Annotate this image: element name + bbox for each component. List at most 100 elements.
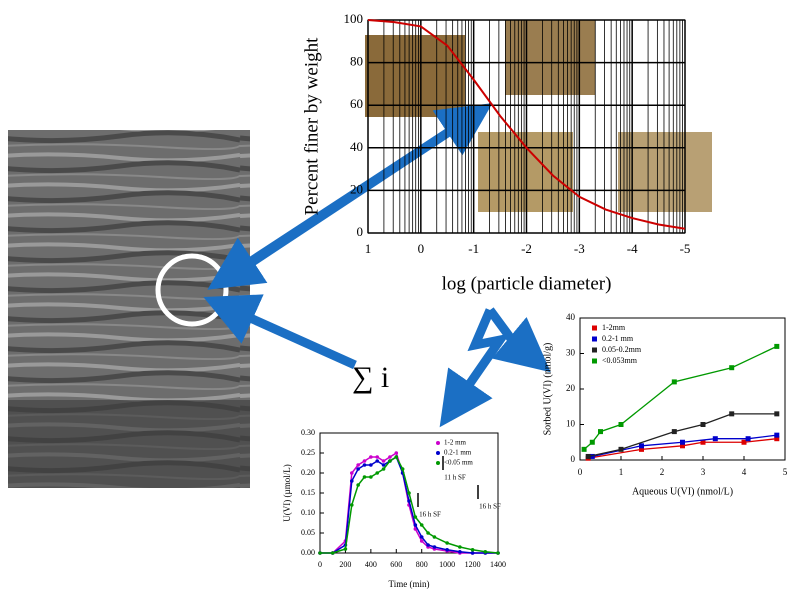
figure: ∑ i 10-1-2-3-4-5020406080100log (particl… [0, 0, 787, 592]
point [356, 463, 360, 467]
point [496, 551, 500, 555]
y-axis-label: U(VI) (µmol/L) [282, 464, 292, 521]
point [471, 548, 475, 552]
point [420, 535, 424, 539]
y-tick-label: 0 [357, 224, 364, 239]
point [746, 436, 751, 441]
point [382, 459, 386, 463]
point [375, 459, 379, 463]
point [401, 467, 405, 471]
point [369, 463, 373, 467]
x-axis-label: log (particle diameter) [442, 273, 612, 294]
x-axis-label: Time (min) [389, 579, 430, 589]
x-tick-label: 1 [619, 467, 624, 477]
point [433, 535, 437, 539]
x-tick-label: 0 [578, 467, 583, 477]
point [619, 422, 624, 427]
legend-label: 1-2mm [602, 323, 626, 332]
legend-label: <0.05 mm [444, 459, 473, 467]
y-tick-label: 0.15 [301, 488, 315, 497]
x-tick-label: 5 [783, 467, 787, 477]
x-tick-label: 1000 [439, 560, 455, 569]
y-tick-label: 40 [566, 312, 576, 322]
y-tick-label: 0.25 [301, 448, 315, 457]
y-tick-label: 0.20 [301, 468, 315, 477]
point [426, 543, 430, 547]
point [586, 454, 591, 459]
point [701, 422, 706, 427]
photo-shadow [8, 400, 250, 488]
y-tick-label: 0.00 [301, 548, 315, 557]
point [639, 443, 644, 448]
x-tick-label: 0 [318, 560, 322, 569]
x-tick-label: 400 [365, 560, 377, 569]
legend-label: <0.053mm [602, 356, 638, 365]
legend-marker [436, 461, 440, 465]
point [363, 459, 367, 463]
annotation: 11 h SF [444, 474, 466, 482]
point [369, 475, 373, 479]
point [350, 471, 354, 475]
x-tick-label: 0 [418, 241, 425, 256]
legend-marker [436, 451, 440, 455]
y-tick-label: 0.05 [301, 528, 315, 537]
point [774, 433, 779, 438]
x-axis-label: Aqueous U(VI) (nmol/L) [632, 486, 733, 497]
annotation: 16 h SF [419, 511, 441, 519]
x-tick-label: 1400 [490, 560, 506, 569]
legend-label: 0.05-0.2mm [602, 345, 642, 354]
point [388, 455, 392, 459]
y-tick-label: 20 [566, 383, 576, 393]
point [774, 411, 779, 416]
x-tick-label: -4 [627, 241, 638, 256]
point [598, 429, 603, 434]
x-tick-label: -3 [574, 241, 585, 256]
y-tick-label: 20 [350, 181, 363, 196]
point [407, 491, 411, 495]
y-tick-label: 80 [350, 54, 363, 69]
x-tick-label: 4 [742, 467, 747, 477]
x-tick-label: -2 [521, 241, 532, 256]
legend-marker [592, 348, 597, 353]
y-tick-label: 60 [350, 96, 363, 111]
point [713, 436, 718, 441]
point [774, 344, 779, 349]
x-tick-label: 600 [390, 560, 402, 569]
y-tick-label: 0.30 [301, 428, 315, 437]
legend-label: 0.2-1 mm [444, 449, 472, 457]
point [388, 459, 392, 463]
point [420, 523, 424, 527]
point [356, 483, 360, 487]
point [619, 447, 624, 452]
point [458, 545, 462, 549]
y-tick-label: 10 [566, 419, 576, 429]
y-tick-label: 0 [571, 454, 576, 464]
x-tick-label: 1200 [465, 560, 481, 569]
point [729, 365, 734, 370]
legend-marker [592, 359, 597, 364]
x-tick-label: -1 [468, 241, 479, 256]
point [375, 455, 379, 459]
y-axis-label: Percent finer by weight [301, 37, 322, 216]
point [375, 471, 379, 475]
point [350, 503, 354, 507]
point [318, 551, 322, 555]
point [414, 515, 418, 519]
x-tick-label: 3 [701, 467, 706, 477]
sum-label: ∑ i [352, 361, 389, 394]
y-tick-label: 0.10 [301, 508, 315, 517]
legend-marker [436, 441, 440, 445]
sand-photo [478, 132, 573, 212]
point [350, 479, 354, 483]
point [356, 467, 360, 471]
point [582, 447, 587, 452]
y-tick-label: 30 [566, 348, 576, 358]
x-tick-label: 2 [660, 467, 665, 477]
annotation: 16 h SF [479, 503, 501, 511]
point [590, 440, 595, 445]
point [369, 455, 373, 459]
point [433, 545, 437, 549]
point [729, 411, 734, 416]
legend-marker [592, 337, 597, 342]
point [344, 547, 348, 551]
